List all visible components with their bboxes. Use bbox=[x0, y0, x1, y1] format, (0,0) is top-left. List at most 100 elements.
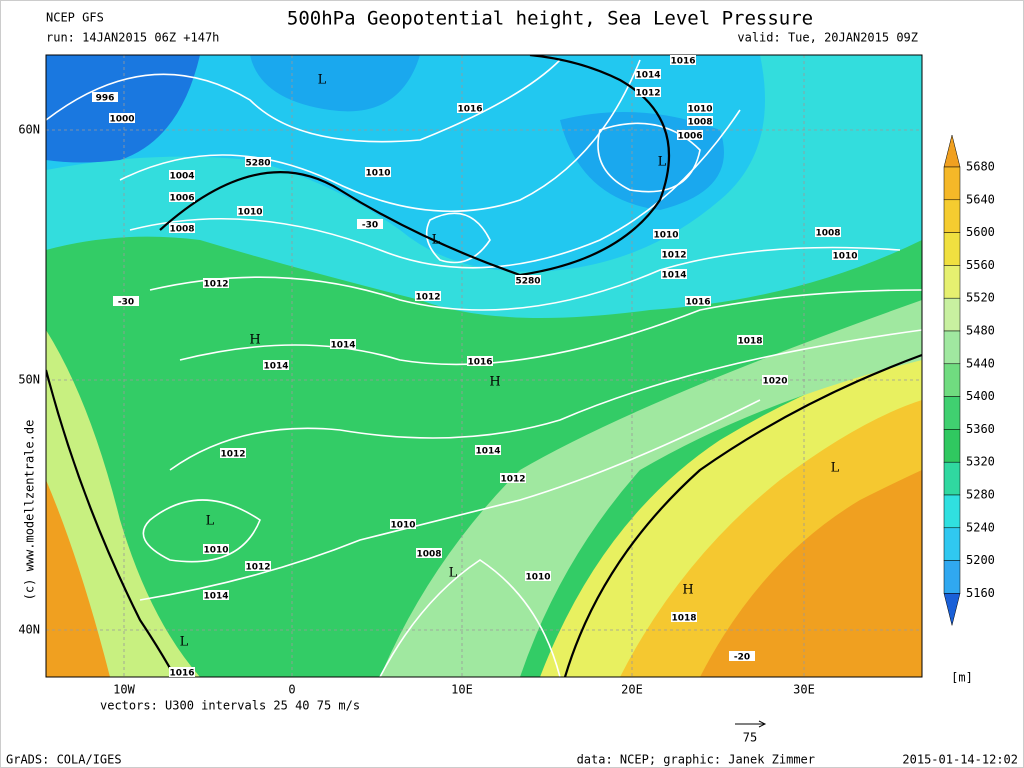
credits: data: NCEP; graphic: Janek Zimmer bbox=[577, 753, 815, 767]
contour-label-bg bbox=[457, 103, 483, 113]
lon-label: 10E bbox=[451, 683, 473, 697]
contour-label: 1012 bbox=[635, 89, 660, 99]
vectors-note: vectors: U300 intervals 25 40 75 m/s bbox=[100, 699, 360, 713]
contour-label-bg bbox=[416, 548, 442, 558]
contour-label: 1018 bbox=[737, 337, 762, 347]
software: GrADS: COLA/IGES bbox=[6, 753, 122, 767]
contour-label-bg bbox=[92, 92, 118, 102]
field-lightblue bbox=[46, 55, 765, 272]
contour-label: 1006 bbox=[169, 194, 194, 204]
lon-label: 20E bbox=[621, 683, 643, 697]
contour-label: -30 bbox=[118, 298, 134, 308]
legend-level: 5600 bbox=[966, 225, 995, 239]
contour-label-bg bbox=[109, 113, 135, 123]
colorbar-bottom bbox=[943, 593, 961, 626]
contour-label: 1014 bbox=[661, 271, 686, 281]
colorbar-swatch bbox=[943, 166, 961, 201]
contour-label: -20 bbox=[734, 653, 750, 663]
contour-label: 1008 bbox=[169, 225, 194, 235]
contour-label-bg bbox=[169, 223, 195, 233]
map-title: 500hPa Geopotential height, Sea Level Pr… bbox=[287, 8, 813, 30]
contour-label: 1008 bbox=[416, 550, 441, 560]
legend-level: 5240 bbox=[966, 520, 995, 534]
run-info: run: 14JAN2015 06Z +147h bbox=[46, 31, 219, 45]
colorbar-swatch bbox=[943, 494, 961, 529]
colorbar-swatch bbox=[943, 461, 961, 496]
contour-label-bg bbox=[237, 206, 263, 216]
contour-label-bg bbox=[263, 360, 289, 370]
contour-label: 1010 bbox=[390, 521, 415, 531]
contour-label: 1016 bbox=[670, 57, 695, 67]
contour-label-bg bbox=[330, 339, 356, 349]
contour-label: 1010 bbox=[237, 208, 262, 218]
lat-label: 60N bbox=[18, 123, 40, 137]
contour-label-bg bbox=[677, 130, 703, 140]
timestamp: 2015-01-14-12:02 bbox=[902, 753, 1018, 767]
contour-label-bg bbox=[203, 278, 229, 288]
colorbar-swatch bbox=[943, 560, 961, 594]
legend-level: 5520 bbox=[966, 291, 995, 305]
pressure-center: L bbox=[432, 233, 441, 248]
legend-level: 5360 bbox=[966, 422, 995, 436]
contour-label: 1000 bbox=[109, 115, 134, 125]
colorbar-swatch bbox=[943, 527, 961, 561]
colorbar-swatch bbox=[943, 363, 961, 397]
contour-label: 1016 bbox=[685, 298, 710, 308]
contour-label-bg bbox=[169, 170, 195, 180]
isobars bbox=[46, 59, 922, 677]
contour-label: 1010 bbox=[203, 546, 228, 556]
contour-label-bg bbox=[169, 667, 195, 677]
legend-unit: [m] bbox=[951, 671, 973, 685]
contour-label-bg bbox=[687, 103, 713, 113]
contour-5280 bbox=[159, 55, 671, 277]
legend-level: 5680 bbox=[966, 160, 995, 174]
contour-label: 1020 bbox=[762, 377, 787, 387]
pressure-center: H bbox=[682, 583, 693, 598]
contour-label-bg bbox=[500, 473, 526, 483]
contour-label: 996 bbox=[96, 94, 115, 104]
contour-label: 5280 bbox=[245, 159, 270, 169]
copyright: (c) www.modellzentrale.de bbox=[23, 420, 37, 601]
contour-label: 1008 bbox=[687, 118, 712, 128]
pressure-center: L bbox=[180, 635, 189, 650]
contour-label-bg bbox=[737, 335, 763, 345]
legend-level: 5280 bbox=[966, 488, 995, 502]
contour-label: 1014 bbox=[203, 592, 228, 602]
contour-label: 1006 bbox=[677, 132, 702, 142]
contour-label-bg bbox=[671, 612, 697, 622]
legend-level: 5480 bbox=[966, 324, 995, 338]
pressure-center: L bbox=[318, 73, 327, 88]
colorbar-swatch bbox=[943, 199, 961, 233]
contour-label: 1010 bbox=[525, 573, 550, 583]
contour-label: -30 bbox=[362, 221, 378, 231]
contour-label-bg bbox=[729, 651, 755, 661]
legend-level: 5160 bbox=[966, 586, 995, 600]
valid-time: valid: Tue, 20JAN2015 09Z bbox=[737, 31, 918, 45]
colorbar-swatch bbox=[943, 330, 961, 365]
field-orange bbox=[700, 470, 922, 677]
field-lightgreen bbox=[380, 300, 922, 677]
colorbar-swatch bbox=[943, 396, 961, 430]
contour-label-bg bbox=[245, 157, 271, 167]
contour-label: 1012 bbox=[661, 251, 686, 261]
legend-level: 5640 bbox=[966, 192, 995, 206]
contour-label: 1014 bbox=[635, 71, 660, 81]
contour-label-bg bbox=[220, 448, 246, 458]
vector-scale: 75 bbox=[743, 731, 757, 745]
contour-label: 1004 bbox=[169, 172, 194, 182]
vector-scale-head bbox=[758, 720, 767, 728]
contour-label: 1016 bbox=[457, 105, 482, 115]
contour-label: 1010 bbox=[832, 252, 857, 262]
colorbar-swatch bbox=[943, 232, 961, 266]
contour-label: 1014 bbox=[330, 341, 355, 351]
contour-label: 1012 bbox=[500, 475, 525, 485]
contour-label: 1016 bbox=[169, 669, 194, 679]
lon-label: 30E bbox=[793, 683, 815, 697]
map-frame bbox=[45, 54, 923, 678]
contour-label: 1014 bbox=[263, 362, 288, 372]
lon-label: 10W bbox=[113, 683, 135, 697]
contour-label: 1012 bbox=[245, 563, 270, 573]
contour-label-bg bbox=[203, 544, 229, 554]
legend-level: 5440 bbox=[966, 356, 995, 370]
